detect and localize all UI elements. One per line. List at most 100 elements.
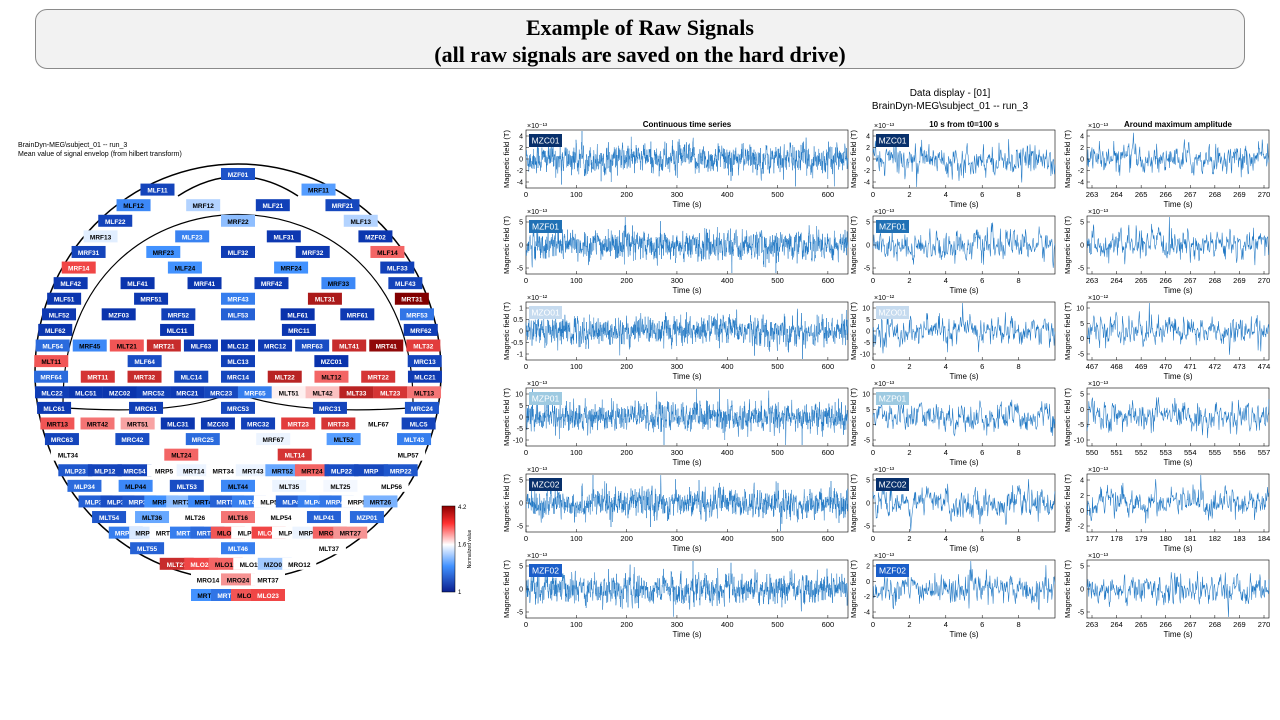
x-tick-label: 300 (671, 362, 684, 371)
sensor-mrf61: MRF61 (340, 308, 375, 321)
sensor-label: MZC01 (321, 359, 343, 366)
x-tick-label: 200 (620, 276, 633, 285)
x-axis-label: Time (s) (1163, 286, 1192, 295)
sensor-label: MLF61 (287, 312, 308, 319)
x-tick-label: 4 (944, 620, 948, 629)
y-tick-label: -5 (864, 266, 870, 273)
signal-trace (1086, 216, 1270, 266)
sensor-box (130, 542, 165, 555)
sensor-label: MZF02 (365, 234, 386, 241)
sensor-label: MRO13 (319, 531, 342, 538)
sensor-label: MLT32 (413, 344, 433, 351)
x-tick-label: 8 (1017, 276, 1021, 285)
y-tick-label: 10 (862, 392, 870, 399)
sensor-label: MZO01 (264, 562, 286, 569)
y-axis-label: Magnetic field (T) (502, 302, 511, 360)
y-tick-label: 0 (1080, 407, 1084, 414)
y-tick-label: -2 (864, 168, 870, 175)
sensor-mlf53: MLF53 (221, 308, 255, 321)
channel-label: MZP01 (532, 394, 560, 404)
y-tick-label: 5 (1080, 392, 1084, 399)
sensor-box (206, 464, 241, 477)
sensor-box (221, 401, 255, 414)
channel-label: MZO01 (878, 308, 907, 318)
data-display-title: Data display - [01] (909, 88, 991, 99)
x-axis-label: Time (s) (672, 630, 701, 639)
axis-exponent: ×10⁻¹³ (874, 209, 895, 216)
sensor-label: MRF22 (227, 219, 249, 226)
channel-label: MZP01 (879, 394, 907, 404)
sensor-mrf31: MRF31 (71, 245, 106, 258)
y-tick-label: 5 (866, 220, 870, 227)
y-tick-label: -5 (864, 438, 870, 445)
sensor-mrc11: MRC11 (281, 323, 316, 336)
x-tick-label: 0 (524, 190, 528, 199)
sensor-mrt52: MRT52 (265, 464, 300, 477)
y-tick-label: 5 (1080, 564, 1084, 571)
y-tick-label: 2 (1080, 145, 1084, 152)
x-tick-label: 473 (1233, 362, 1246, 371)
signal-trace (872, 138, 1056, 188)
channel-label: MZO01 (531, 308, 560, 318)
sensor-mlf62: MLF62 (38, 323, 73, 336)
sensor-label: MRT45 (176, 531, 198, 538)
sensor-label: MLP52 (279, 531, 300, 538)
x-tick-label: 0 (871, 362, 875, 371)
sensor-box (265, 464, 300, 477)
sensor-box (146, 245, 181, 258)
channel-badge (529, 478, 562, 491)
x-tick-label: 184 (1258, 534, 1271, 543)
sensor-box (221, 168, 255, 180)
sensor-box (170, 386, 205, 399)
sensor-box (361, 370, 396, 383)
sensor-box (92, 511, 127, 524)
sensor-mrc42: MRC42 (115, 433, 150, 446)
sensor-mro14: MRO14 (191, 573, 225, 586)
y-tick-label: -1 (517, 352, 523, 359)
sensor-label: MRF61 (347, 312, 369, 319)
sensor-label: MRF33 (328, 281, 350, 288)
y-tick-label: -5 (517, 426, 523, 433)
x-tick-label: 400 (721, 448, 734, 457)
plot-mzo01-col1: 1 0.5 0 -0.5 -1 ×10⁻¹² Magnetic field (T) 0 100 2… (502, 295, 849, 381)
sensor-label: MRP52 (299, 531, 321, 538)
y-tick-label: -5 (864, 340, 870, 347)
sensor-box (281, 417, 316, 430)
y-axis-label: Magnetic field (T) (1063, 130, 1072, 188)
sensor-mlf24: MLF24 (167, 261, 202, 274)
sensor-box (44, 433, 79, 446)
sensor-label: MLP34 (74, 484, 95, 491)
sensor-mlf22: MLF22 (98, 214, 133, 227)
sensor-box (263, 511, 298, 524)
sensor-mlt23: MLT23 (373, 386, 408, 399)
y-tick-label: -5 (517, 524, 523, 531)
sensor-box (98, 214, 133, 227)
sensor-mrc23: MRC23 (204, 386, 239, 399)
sensor-box (274, 261, 309, 274)
y-axis-label: Magnetic field (T) (502, 388, 511, 446)
channel-label: MZF02 (532, 566, 559, 576)
sensor-mrt32: MRT32 (127, 370, 162, 383)
axis-exponent: ×10⁻¹³ (527, 123, 548, 130)
sensor-box (83, 230, 118, 243)
y-tick-label: 0 (866, 501, 870, 508)
sensor-box (178, 511, 213, 524)
sensor-label: MRF53 (406, 312, 428, 319)
sensor-mrf62: MRF62 (403, 323, 438, 336)
sensor-label: MLT54 (99, 515, 119, 522)
x-tick-label: 182 (1209, 534, 1222, 543)
axis-exponent: ×10⁻¹³ (527, 553, 548, 560)
sensor-label: MRF23 (153, 250, 175, 257)
channel-badge (876, 392, 909, 405)
x-tick-label: 100 (570, 534, 583, 543)
sensor-label: MRC42 (121, 437, 143, 444)
sensor-label: MLT43 (404, 437, 424, 444)
sensor-box (311, 542, 346, 555)
sensor-mlc21: MLC21 (407, 370, 442, 383)
sensor-box (388, 277, 423, 290)
y-tick-label: 5 (519, 478, 523, 485)
sensor-mlf63: MLF63 (183, 339, 218, 352)
y-axis-label: Magnetic field (T) (849, 474, 858, 532)
sensor-mlp44: MLP44 (118, 479, 153, 492)
y-tick-label: 1 (519, 306, 523, 313)
